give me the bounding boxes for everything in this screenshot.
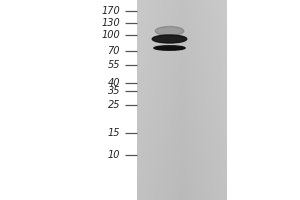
Text: 130: 130	[101, 18, 120, 28]
Ellipse shape	[155, 26, 184, 36]
Text: 100: 100	[101, 30, 120, 40]
Text: 10: 10	[107, 150, 120, 160]
Text: 170: 170	[101, 6, 120, 16]
Text: 55: 55	[107, 60, 120, 70]
Text: 70: 70	[107, 46, 120, 56]
Text: 35: 35	[107, 86, 120, 96]
Ellipse shape	[152, 35, 187, 43]
Text: 40: 40	[107, 78, 120, 88]
Text: 25: 25	[107, 100, 120, 110]
Ellipse shape	[154, 46, 185, 50]
Text: 15: 15	[107, 128, 120, 138]
